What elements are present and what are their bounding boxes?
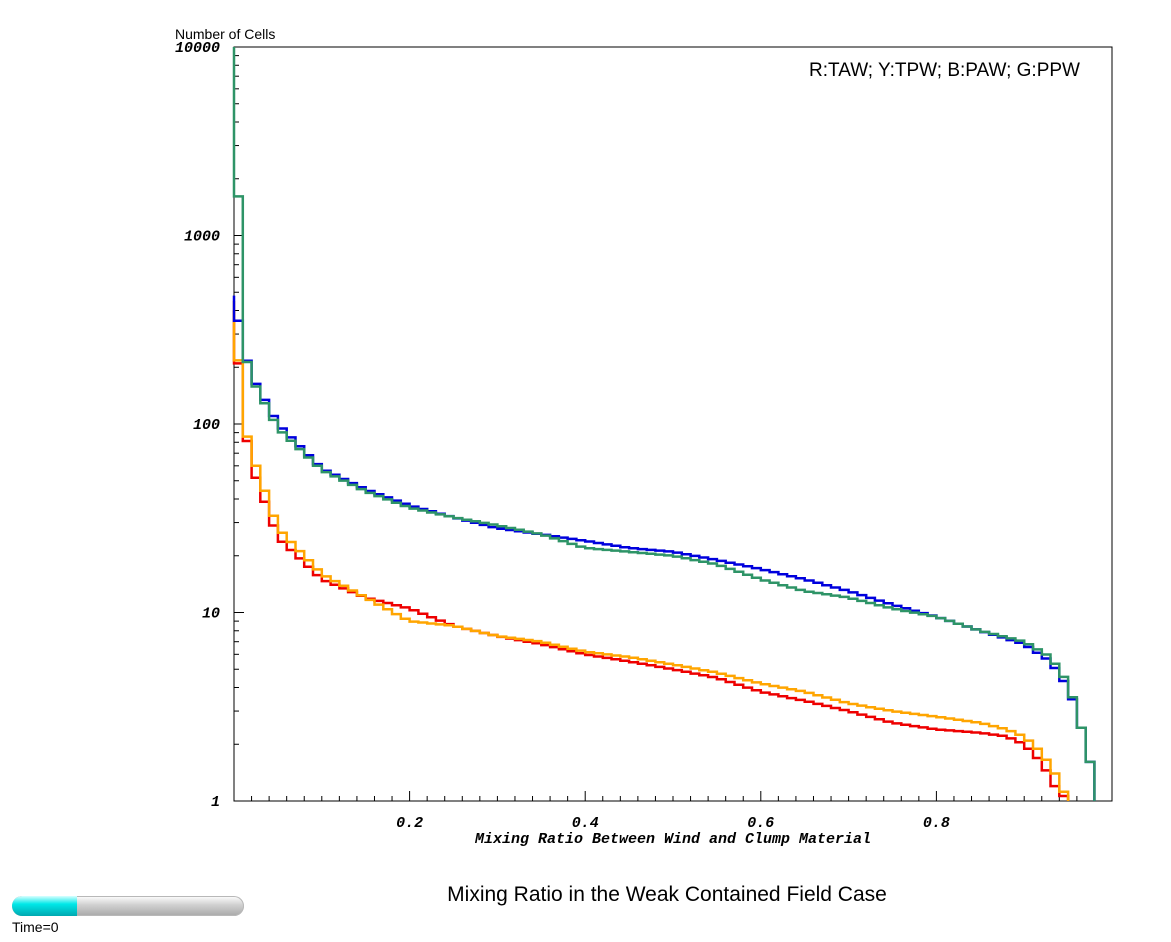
chart-title: Mixing Ratio in the Weak Contained Field… — [447, 883, 887, 906]
y-tick-label: 100 — [193, 417, 220, 434]
series-line-paw — [232, 295, 1096, 801]
time-slider-fill — [12, 896, 77, 916]
plot-area — [233, 46, 1113, 802]
y-tick-label: 10000 — [175, 40, 220, 57]
y-axis-ticks: 1 10 100 1000 10000 — [175, 40, 244, 811]
series-line-taw — [232, 310, 1070, 801]
time-label: Time=0 — [12, 919, 59, 935]
y-tick-label: 10 — [202, 606, 220, 623]
x-tick-label: 0.2 — [396, 815, 423, 832]
x-tick-label: 0.8 — [923, 815, 950, 832]
y-axis-label: Number of Cells — [175, 26, 276, 42]
y-tick-label: 1000 — [184, 229, 220, 246]
x-tick-label: 0.4 — [572, 815, 599, 832]
y-tick-label: 1 — [211, 794, 220, 811]
time-slider[interactable] — [12, 896, 244, 916]
x-tick-label: 0.6 — [747, 815, 774, 832]
series-line-tpw — [232, 300, 1070, 801]
x-axis-label: Mixing Ratio Between Wind and Clump Mate… — [474, 831, 871, 848]
x-axis-ticks: 0.2 0.4 0.6 0.8 — [251, 791, 1095, 832]
legend-text: R:TAW; Y:TPW; B:PAW; G:PPW — [809, 60, 1080, 81]
series-group — [232, 47, 1096, 801]
series-line-ppw — [232, 47, 1096, 801]
